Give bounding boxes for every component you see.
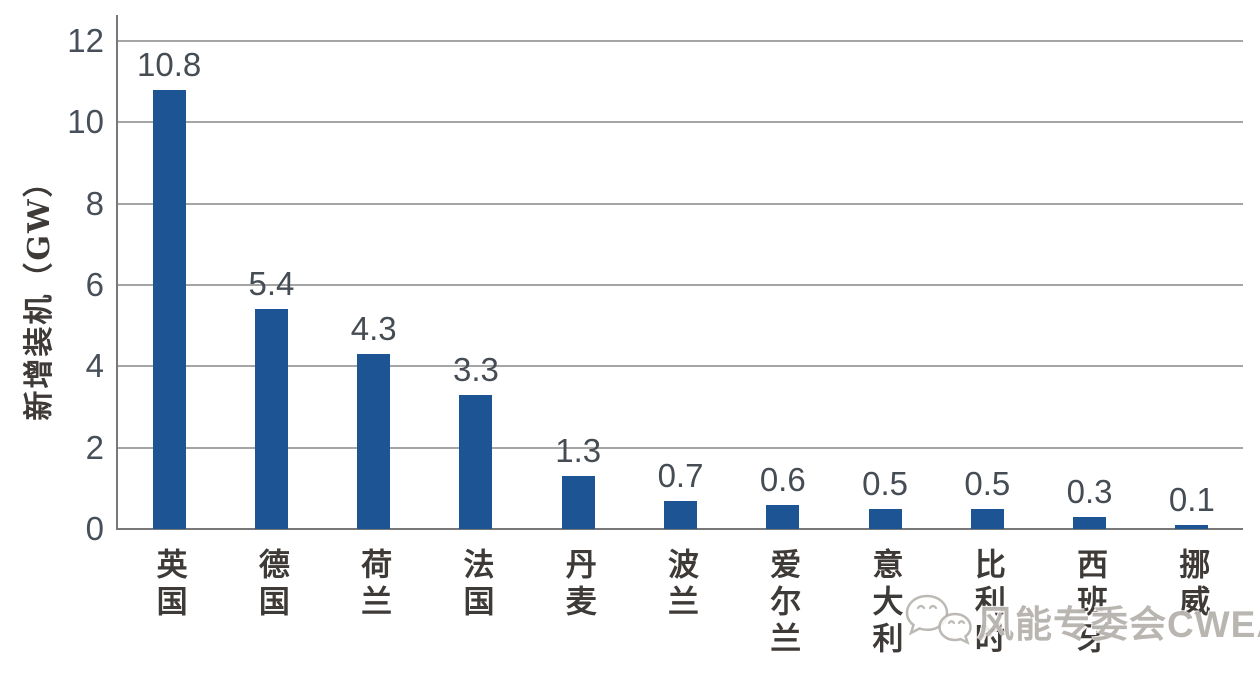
bar xyxy=(970,508,1004,529)
bar xyxy=(561,476,595,529)
x-axis-line xyxy=(116,528,1243,530)
category-label: 爱尔兰 xyxy=(764,548,801,659)
bar-value-label: 0.6 xyxy=(759,460,806,498)
bar-value-label: 0.5 xyxy=(964,464,1011,502)
watermark-text: 风能专委会CWEA xyxy=(977,604,1260,645)
category-label: 挪威 xyxy=(1173,548,1210,622)
bar xyxy=(664,500,697,529)
category-label: 比利时 xyxy=(968,548,1005,659)
bar xyxy=(459,394,493,529)
bar xyxy=(868,508,902,529)
category-label: 意大利 xyxy=(866,548,903,659)
bar-value-label: 0.7 xyxy=(657,456,704,494)
category-label: 西班牙 xyxy=(1071,548,1108,659)
y-axis-line xyxy=(116,15,118,529)
y-tick-label: 6 xyxy=(85,266,104,303)
category-label: 丹麦 xyxy=(559,548,596,622)
y-tick-label: 2 xyxy=(85,428,104,466)
category-label: 法国 xyxy=(457,548,494,622)
bar-value-label: 3.3 xyxy=(453,350,499,388)
bar xyxy=(1175,524,1209,529)
bar-value-label: 4.3 xyxy=(350,310,397,348)
bar xyxy=(152,89,186,529)
bar xyxy=(1073,516,1107,529)
gridline xyxy=(118,365,1243,368)
gridline xyxy=(118,202,1243,205)
y-tick-label: 10 xyxy=(67,103,104,141)
gridline xyxy=(118,284,1243,286)
gridline xyxy=(118,446,1243,449)
category-label: 荷兰 xyxy=(355,548,392,622)
gridline xyxy=(118,121,1243,124)
bar-value-label: 10.8 xyxy=(137,45,202,83)
y-tick-label: 4 xyxy=(85,347,104,385)
bar-value-label: 1.3 xyxy=(555,432,602,470)
bar-value-label: 0.5 xyxy=(862,464,908,502)
bar-value-label: 0.3 xyxy=(1066,472,1113,510)
bar xyxy=(254,309,288,529)
category-label: 英国 xyxy=(150,548,187,622)
y-tick-label: 8 xyxy=(85,184,104,222)
bar-value-label: 0.1 xyxy=(1168,480,1215,518)
bar xyxy=(766,504,800,529)
bar xyxy=(357,354,391,529)
bar-value-label: 5.4 xyxy=(248,265,295,303)
category-label: 波兰 xyxy=(662,548,698,622)
y-tick-label: 12 xyxy=(67,22,104,59)
y-tick-label: 0 xyxy=(85,510,104,547)
category-label: 德国 xyxy=(252,548,289,622)
gridline xyxy=(118,40,1243,42)
